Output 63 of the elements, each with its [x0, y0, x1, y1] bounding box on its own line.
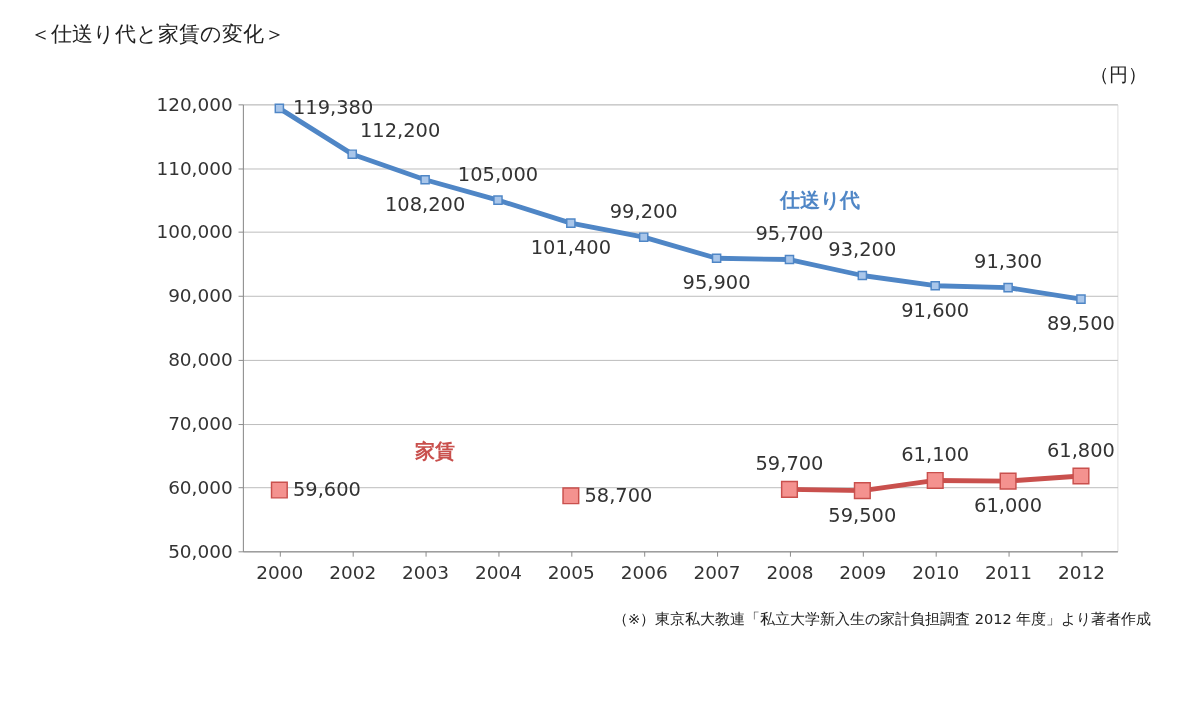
data-label: 61,100	[901, 443, 970, 467]
point	[1003, 282, 1013, 293]
data-label: 61,000	[974, 494, 1043, 518]
point	[780, 480, 799, 498]
x-tick-label: 2003	[402, 562, 450, 584]
y-tick-label: 110,000	[156, 157, 233, 179]
data-label: 59,600	[292, 477, 361, 501]
y-tick-label: 90,000	[168, 285, 233, 307]
point	[853, 482, 871, 500]
point	[347, 149, 358, 159]
point	[638, 232, 649, 242]
point	[566, 218, 576, 228]
x-tick-label: 2005	[547, 562, 595, 584]
data-label: 89,500	[1046, 312, 1115, 336]
data-label: 59,700	[755, 451, 824, 475]
x-tick-label: 2012	[1057, 562, 1105, 584]
point	[930, 280, 941, 291]
data-label: 95,700	[755, 222, 824, 246]
y-tick-label: 60,000	[168, 476, 233, 498]
point	[420, 174, 430, 185]
data-label: 112,200	[360, 118, 441, 142]
data-label: 119,380	[292, 96, 374, 120]
point	[999, 472, 1017, 490]
x-tick-label: 2006	[620, 562, 668, 584]
point	[1072, 467, 1090, 485]
data-label: 99,200	[609, 199, 678, 223]
x-tick-label: 2008	[766, 562, 814, 584]
data-label: 61,800	[1046, 438, 1115, 462]
data-label: 58,700	[584, 483, 653, 507]
y-tick-label: 70,000	[168, 412, 233, 434]
x-tick-label: 2009	[839, 562, 887, 584]
text: （※）東京私大教連「私立大学新入生の家計負担調査 2012 年度」より著者作成	[612, 610, 1152, 628]
x-tick-label: 2004	[474, 562, 522, 584]
data-label: 93,200	[828, 238, 897, 262]
x-tick-label: 2011	[985, 562, 1033, 584]
data-label: 101,400	[530, 236, 612, 260]
point	[784, 254, 795, 265]
text: 仕送り代	[779, 188, 861, 213]
x-tick-label: 2007	[693, 562, 741, 584]
data-label: 105,000	[457, 162, 539, 186]
text: 家賃	[414, 438, 456, 463]
point	[926, 471, 944, 490]
data-label: 108,200	[384, 192, 466, 216]
y-tick-label: 50,000	[168, 540, 233, 562]
x-tick-label: 2002	[329, 562, 377, 584]
y-tick-label: 80,000	[168, 349, 233, 371]
x-tick-label: 2000	[256, 562, 304, 584]
x-tick-label: 2010	[912, 562, 960, 584]
point	[270, 481, 288, 499]
point	[1076, 294, 1086, 304]
data-label: 59,500	[828, 503, 897, 527]
point	[493, 195, 503, 205]
y-tick-label: 120,000	[156, 93, 233, 115]
y-tick-label: 100,000	[156, 221, 233, 243]
point	[857, 270, 868, 281]
point	[711, 253, 722, 264]
point	[562, 487, 580, 505]
data-label: 95,900	[682, 271, 751, 295]
data-label: 91,600	[901, 298, 970, 322]
data-label: 91,300	[974, 250, 1043, 274]
y-axis-title: （円）	[1089, 63, 1147, 87]
point	[274, 103, 285, 114]
chart-title: ＜仕送り代と家賃の変化＞	[29, 21, 285, 47]
